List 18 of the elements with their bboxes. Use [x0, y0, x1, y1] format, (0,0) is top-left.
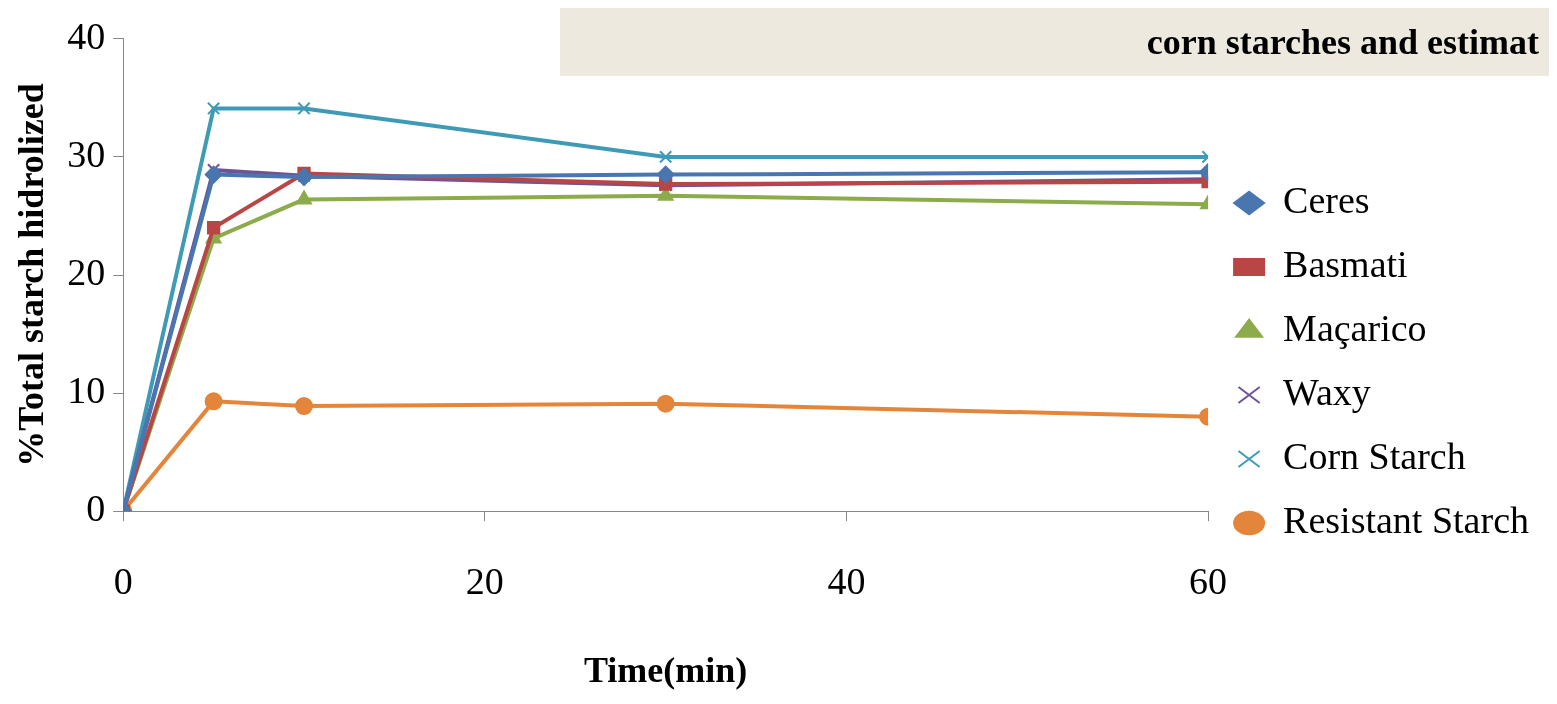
legend-label: Ceres [1283, 178, 1370, 221]
y-tick-label: 30 [67, 132, 106, 175]
legend-label: Maçarico [1283, 306, 1427, 349]
x-tick-label: 20 [465, 559, 504, 602]
legend-label: Basmati [1283, 242, 1408, 285]
x-axis-title: Time(min) [583, 649, 748, 690]
y-tick-label: 10 [67, 369, 106, 412]
x-tick-label: 0 [113, 559, 133, 602]
y-tick-label: 40 [67, 14, 106, 57]
y-tick-label: 20 [67, 250, 106, 293]
x-tick-label: 40 [827, 559, 866, 602]
y-axis-title: %Total starch hidrolized [10, 83, 51, 467]
legend-label: Corn Starch [1283, 434, 1466, 477]
y-tick-label: 0 [86, 487, 106, 530]
legend-label: Resistant Starch [1283, 498, 1529, 541]
title-banner: corn starches and estimat [560, 8, 1549, 76]
legend-label: Waxy [1283, 370, 1371, 413]
x-tick-label: 60 [1189, 559, 1228, 602]
